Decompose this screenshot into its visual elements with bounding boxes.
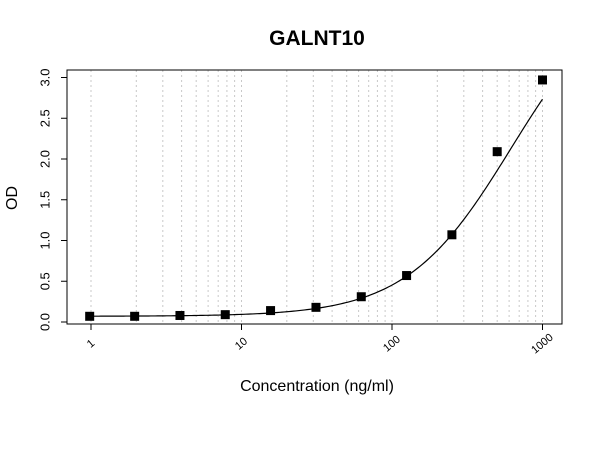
data-point [538, 75, 547, 85]
x-axis-label: Concentration (ng/ml) [240, 378, 394, 395]
chart-title: GALNT10 [269, 27, 365, 50]
data-point [447, 230, 457, 240]
x-tick-label: 100 [381, 334, 403, 355]
data-point [356, 292, 366, 302]
y-tick-label: 2.5 [38, 109, 53, 127]
x-axis: 1 10 100 1000 [85, 323, 556, 357]
data-point [402, 271, 412, 281]
data-point [492, 147, 502, 157]
y-axis-label: OD [4, 186, 21, 210]
data-point [311, 302, 321, 312]
y-axis: 0.0 0.5 1.0 1.5 2.0 2.5 3.0 [38, 68, 68, 331]
x-tick-label: 1 [85, 337, 97, 350]
y-tick-label: 3.0 [38, 68, 53, 86]
plot-frame [66, 69, 563, 325]
data-point [85, 311, 95, 321]
x-tick-label: 10 [233, 335, 250, 352]
data-point [175, 310, 185, 320]
y-tick-label: 0.5 [38, 272, 53, 290]
fit-curve [89, 98, 543, 317]
y-tick-label: 0.0 [38, 313, 53, 331]
data-point [220, 310, 230, 320]
data-points [85, 75, 547, 321]
y-tick-label: 2.0 [38, 150, 53, 168]
y-tick-label: 1.5 [38, 191, 53, 209]
data-point [130, 311, 140, 321]
x-tick-label: 1000 [529, 332, 555, 357]
grid [90, 70, 543, 324]
data-point [266, 306, 276, 316]
y-tick-label: 1.0 [38, 231, 53, 249]
